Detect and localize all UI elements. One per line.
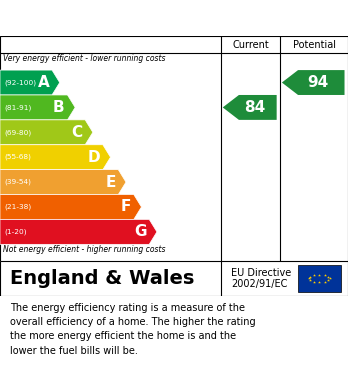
Polygon shape	[0, 70, 60, 95]
Text: Very energy efficient - lower running costs: Very energy efficient - lower running co…	[3, 54, 166, 63]
Text: Potential: Potential	[293, 40, 335, 50]
Text: EU Directive: EU Directive	[231, 267, 292, 278]
Text: G: G	[134, 224, 147, 239]
Text: A: A	[38, 75, 49, 90]
Polygon shape	[0, 120, 93, 145]
Text: (39-54): (39-54)	[4, 179, 31, 185]
Text: F: F	[121, 199, 131, 215]
Text: D: D	[87, 150, 100, 165]
Text: Current: Current	[232, 40, 269, 50]
Polygon shape	[0, 195, 141, 219]
Polygon shape	[223, 95, 277, 120]
Text: E: E	[105, 175, 116, 190]
Text: Not energy efficient - higher running costs: Not energy efficient - higher running co…	[3, 246, 166, 255]
Text: (81-91): (81-91)	[4, 104, 32, 111]
Text: 84: 84	[244, 100, 265, 115]
Text: (92-100): (92-100)	[4, 79, 36, 86]
Text: (21-38): (21-38)	[4, 204, 31, 210]
Polygon shape	[0, 170, 126, 195]
Text: (55-68): (55-68)	[4, 154, 31, 160]
Text: 94: 94	[307, 75, 329, 90]
Text: C: C	[71, 125, 82, 140]
Text: England & Wales: England & Wales	[10, 269, 195, 288]
Polygon shape	[282, 70, 345, 95]
Text: Energy Efficiency Rating: Energy Efficiency Rating	[10, 13, 220, 27]
Text: (69-80): (69-80)	[4, 129, 31, 136]
Text: The energy efficiency rating is a measure of the
overall efficiency of a home. T: The energy efficiency rating is a measur…	[10, 303, 256, 356]
Polygon shape	[0, 219, 157, 244]
Text: 2002/91/EC: 2002/91/EC	[231, 279, 288, 289]
Polygon shape	[0, 95, 75, 120]
Bar	[298, 265, 341, 292]
Polygon shape	[0, 145, 111, 170]
Text: (1-20): (1-20)	[4, 229, 27, 235]
Text: B: B	[53, 100, 65, 115]
